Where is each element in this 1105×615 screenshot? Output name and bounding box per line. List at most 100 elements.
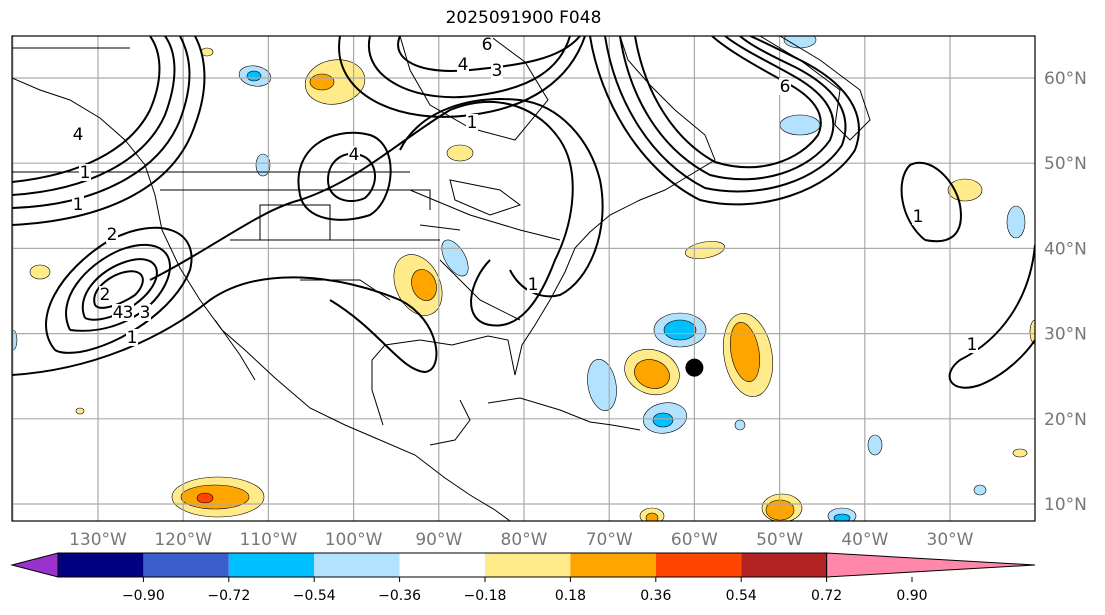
colorbar-tick-label: 0.54 xyxy=(726,588,757,604)
anomaly-region xyxy=(634,359,670,389)
map-title: 2025091900 F048 xyxy=(445,8,602,28)
contour-label: 6 xyxy=(482,35,493,55)
colorbar-segment xyxy=(741,553,827,577)
longitude-tick-label: 100°W xyxy=(325,530,383,550)
contour-label: 1 xyxy=(528,275,539,295)
anomaly-region xyxy=(684,241,726,259)
colorbar-segment xyxy=(655,553,742,577)
anomaly-region xyxy=(783,36,817,49)
anomaly-region xyxy=(729,322,761,382)
latitude-tick-label: 20°N xyxy=(1044,410,1087,430)
anomaly-region xyxy=(246,70,262,82)
contour-label: 4 xyxy=(73,125,84,145)
contour-line xyxy=(149,101,574,327)
longitude-tick-label: 130°W xyxy=(69,530,127,550)
anomaly-region xyxy=(652,412,674,428)
colorbar-extend-high xyxy=(826,552,1036,578)
colorbar-segment xyxy=(399,553,485,577)
contour-label: 1 xyxy=(467,113,478,133)
latitude-tick-label: 10°N xyxy=(1044,495,1087,515)
contour-label: 6 xyxy=(780,77,791,97)
colorbar-segment xyxy=(314,553,400,577)
anomaly-region xyxy=(833,513,851,521)
contour-label: 4 xyxy=(349,145,360,165)
anomaly-region xyxy=(441,239,469,277)
anomaly-region xyxy=(1029,319,1035,345)
coastline xyxy=(160,189,521,321)
colorbar-tick-label: −0.90 xyxy=(122,588,165,604)
colorbar-segment xyxy=(58,553,144,577)
longitude-tick-label: 70°W xyxy=(586,530,633,550)
contour-label: 4 xyxy=(458,55,469,75)
contour-line xyxy=(589,36,860,206)
contour-line xyxy=(619,36,835,181)
contour-label: 1 xyxy=(80,163,91,183)
latitude-tick-labels: 60°N 50°N 40°N 30°N 20°N 10°N xyxy=(1044,69,1087,515)
contour-line xyxy=(634,36,822,169)
latitude-tick-label: 50°N xyxy=(1044,154,1087,174)
colorbar-tick-label: −0.18 xyxy=(464,588,507,604)
colorbar-tick-label: −0.54 xyxy=(293,588,336,604)
contour-line xyxy=(12,36,206,226)
contour-line xyxy=(12,36,191,209)
contour-line xyxy=(93,270,144,309)
longitude-tick-label: 40°W xyxy=(841,530,888,550)
colorbar-extend-low xyxy=(10,552,59,578)
colorbar-tick-label: 0.36 xyxy=(640,588,671,604)
longitude-tick-label: 90°W xyxy=(415,530,462,550)
contour-line xyxy=(297,131,392,221)
contour-line xyxy=(399,98,604,298)
anomaly-region xyxy=(309,73,335,91)
contour-line xyxy=(327,152,376,202)
contour-line xyxy=(12,36,161,183)
contour-line xyxy=(12,276,438,376)
anomaly-region xyxy=(867,434,883,456)
coastline xyxy=(487,397,641,431)
contour-label: 4 xyxy=(113,303,124,323)
longitude-tick-label: 80°W xyxy=(501,530,548,550)
colorbar-segment xyxy=(143,553,229,577)
contour-label: 2 xyxy=(100,285,111,305)
contour-label: 1 xyxy=(967,335,978,355)
colorbar-tick-label: 0.72 xyxy=(811,588,842,604)
contour-line xyxy=(948,244,1035,389)
coastline xyxy=(371,36,716,426)
anomaly-region xyxy=(75,407,85,415)
anomaly-region xyxy=(304,59,366,105)
anomaly-region xyxy=(255,153,271,177)
latitude-tick-label: 60°N xyxy=(1044,69,1087,89)
anomaly-region xyxy=(947,178,983,202)
longitude-tick-labels: 130°W 120°W 110°W 100°W 90°W 80°W 70°W 60°W 50°W… xyxy=(69,530,974,550)
contour-line xyxy=(12,36,176,196)
latitude-tick-label: 30°N xyxy=(1044,325,1087,345)
colorbar-segment xyxy=(485,553,571,577)
longitude-tick-label: 120°W xyxy=(154,530,212,550)
storm-position-marker xyxy=(685,358,704,377)
coastline xyxy=(429,399,471,446)
contour-label: 3 xyxy=(492,61,503,81)
contour-label: 1 xyxy=(127,328,138,348)
longitude-tick-label: 110°W xyxy=(240,530,298,550)
longitude-tick-label: 50°W xyxy=(756,530,803,550)
coastline xyxy=(399,36,549,141)
contour-label: 1 xyxy=(73,195,84,215)
anomaly-region xyxy=(645,512,659,521)
coastline xyxy=(12,47,561,241)
colorbar-tick-label: −0.72 xyxy=(207,588,250,604)
anomaly-region xyxy=(587,358,617,412)
contour-label: 3 xyxy=(123,303,134,323)
anomaly-region xyxy=(29,264,51,280)
gridlines xyxy=(12,36,1035,521)
anomaly-region xyxy=(180,484,250,510)
coastlines xyxy=(12,36,871,521)
coastline xyxy=(419,179,522,231)
anomaly-region xyxy=(196,492,214,504)
anomaly-region xyxy=(411,269,437,301)
anomaly-region xyxy=(663,319,697,341)
anomaly-region xyxy=(1006,205,1026,239)
colorbar-segment xyxy=(228,553,315,577)
latitude-tick-label: 40°N xyxy=(1044,239,1087,259)
contour-line xyxy=(367,36,571,99)
contour-line xyxy=(397,36,581,72)
